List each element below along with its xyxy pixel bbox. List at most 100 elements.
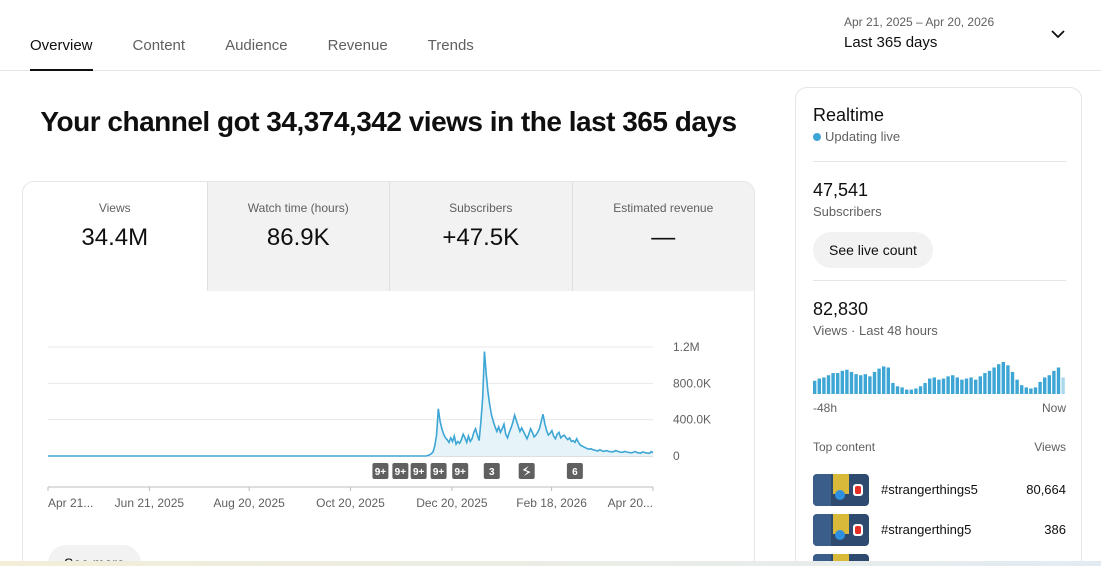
realtime-bar: [978, 376, 982, 394]
realtime-bar: [854, 374, 858, 394]
realtime-bar: [863, 374, 867, 394]
x-tick-label: Aug 20, 2025: [213, 496, 285, 510]
realtime-bar: [845, 369, 849, 394]
mini-axis-end: Now: [1041, 401, 1066, 415]
realtime-bar: [914, 388, 918, 394]
realtime-bar: [1001, 362, 1005, 394]
tab-revenue[interactable]: Revenue: [327, 37, 388, 54]
tab-trends[interactable]: Trends: [427, 37, 474, 54]
video-views: 386: [1044, 522, 1066, 537]
date-range-label: Last 365 days: [844, 34, 938, 51]
realtime-card: Realtime Updating live 47,541 Subscriber…: [795, 87, 1082, 566]
realtime-bar: [997, 364, 1001, 394]
metric-value: 86.9K: [266, 224, 330, 251]
mini-axis-start: -48h: [813, 401, 838, 415]
realtime-bar: [951, 375, 955, 394]
realtime-bar: [836, 373, 840, 394]
realtime-bar: [1033, 387, 1038, 394]
video-views: 80,664: [1026, 482, 1066, 497]
date-range-text: Apr 21, 2025 – Apr 20, 2026: [844, 15, 995, 29]
top-content-row[interactable]: #strangerthing5 386: [813, 514, 1066, 546]
video-thumbnail: [813, 514, 869, 546]
realtime-bar: [1056, 367, 1061, 394]
live-dot-icon: [813, 133, 821, 141]
realtime-bar: [987, 370, 992, 394]
views-chart: 1.2M 800.0K 400.0K 0 9+ 9+ 9+ 9+ 9+ 3 6 Apr 21... Ju…: [23, 291, 754, 566]
y-tick-label: 800.0K: [673, 376, 711, 390]
x-tick-label: Apr 21...: [48, 496, 93, 510]
realtime-bar: [974, 379, 978, 394]
realtime-bar: [895, 386, 900, 394]
x-tick-label: Jun 21, 2025: [115, 496, 185, 510]
x-tick-label: Dec 20, 2025: [416, 496, 488, 510]
realtime-bar: [1006, 365, 1010, 394]
annotation-marker: [566, 463, 583, 479]
y-tick-label: 0: [673, 449, 680, 463]
realtime-bar: [941, 378, 946, 394]
realtime-bar: [877, 368, 881, 394]
realtime-bar: [909, 389, 913, 394]
realtime-bar: [826, 375, 831, 394]
annotation-marker: [483, 463, 500, 479]
page-headline: Your channel got 34,374,342 views in the…: [40, 106, 737, 137]
annotation-marker-label: 9+: [433, 467, 445, 478]
annotation-marker-label: 9+: [395, 467, 407, 478]
tab-overview[interactable]: Overview: [30, 0, 93, 71]
realtime-bar: [1043, 377, 1047, 394]
top-content-row[interactable]: #strangerthings5 80,664: [813, 474, 1066, 506]
realtime-bar: [882, 366, 886, 394]
tab-audience[interactable]: Audience: [225, 37, 288, 54]
realtime-views-label: Views · Last 48 hours: [813, 323, 938, 338]
y-tick-label: 400.0K: [673, 413, 711, 427]
metric-tab-revenue[interactable]: Estimated revenue —: [571, 182, 754, 291]
y-tick-label: 1.2M: [673, 340, 700, 354]
annotation-marker: [392, 463, 409, 479]
views-line: [48, 351, 654, 457]
realtime-bar: [1020, 385, 1024, 394]
realtime-bar: [822, 377, 826, 394]
metric-label: Estimated revenue: [613, 201, 714, 215]
realtime-bar: [1038, 381, 1042, 394]
realtime-bar: [969, 377, 973, 394]
x-tick-label: Feb 18, 2026: [516, 496, 587, 510]
realtime-bar: [937, 379, 941, 394]
metric-tab-watch-time[interactable]: Watch time (hours) 86.9K: [206, 182, 389, 291]
annotation-marker: [430, 463, 447, 479]
realtime-bar: [946, 376, 950, 394]
realtime-bar-chart: [813, 362, 1065, 394]
see-live-count-button[interactable]: See live count: [813, 232, 933, 268]
realtime-bar: [918, 386, 923, 394]
see-more-button[interactable]: See more: [48, 545, 141, 566]
metric-value: —: [651, 224, 676, 251]
views-chart-svg: 1.2M 800.0K 400.0K 0 9+ 9+ 9+ 9+ 9+ 3 6 Apr 21... Ju…: [47, 340, 711, 510]
realtime-bar: [891, 382, 895, 394]
date-range-picker[interactable]: Apr 21, 2025 – Apr 20, 2026 Last 365 day…: [844, 14, 1074, 58]
realtime-bar: [849, 371, 854, 394]
realtime-bar: [964, 378, 969, 394]
realtime-bar: [960, 379, 964, 394]
bottom-edge: [0, 561, 1101, 566]
video-title: #strangerthing5: [881, 522, 972, 537]
annotation-marker-label: 3: [489, 467, 495, 478]
metric-tab-views[interactable]: Views 34.4M: [23, 182, 207, 291]
realtime-bar: [886, 367, 890, 394]
realtime-bar: [983, 373, 987, 394]
divider: [813, 280, 1066, 281]
annotation-marker: [452, 463, 469, 479]
metric-tab-subscribers[interactable]: Subscribers +47.5K: [389, 182, 572, 291]
shorts-icon: [522, 466, 531, 476]
realtime-bar: [900, 387, 904, 394]
realtime-bar: [1010, 371, 1015, 394]
realtime-bar: [859, 375, 863, 394]
top-content-views-heading: Views: [1034, 440, 1066, 454]
annotation-marker: [372, 463, 389, 479]
realtime-bar: [992, 367, 996, 394]
top-content-heading: Top content: [813, 440, 876, 454]
tab-content[interactable]: Content: [132, 37, 186, 54]
divider: [813, 161, 1066, 162]
x-tick-label: Oct 20, 2025: [316, 496, 385, 510]
realtime-bar: [1061, 377, 1065, 394]
realtime-bar: [813, 380, 817, 394]
views-area: [48, 351, 653, 456]
chevron-down-icon[interactable]: [1050, 26, 1066, 42]
